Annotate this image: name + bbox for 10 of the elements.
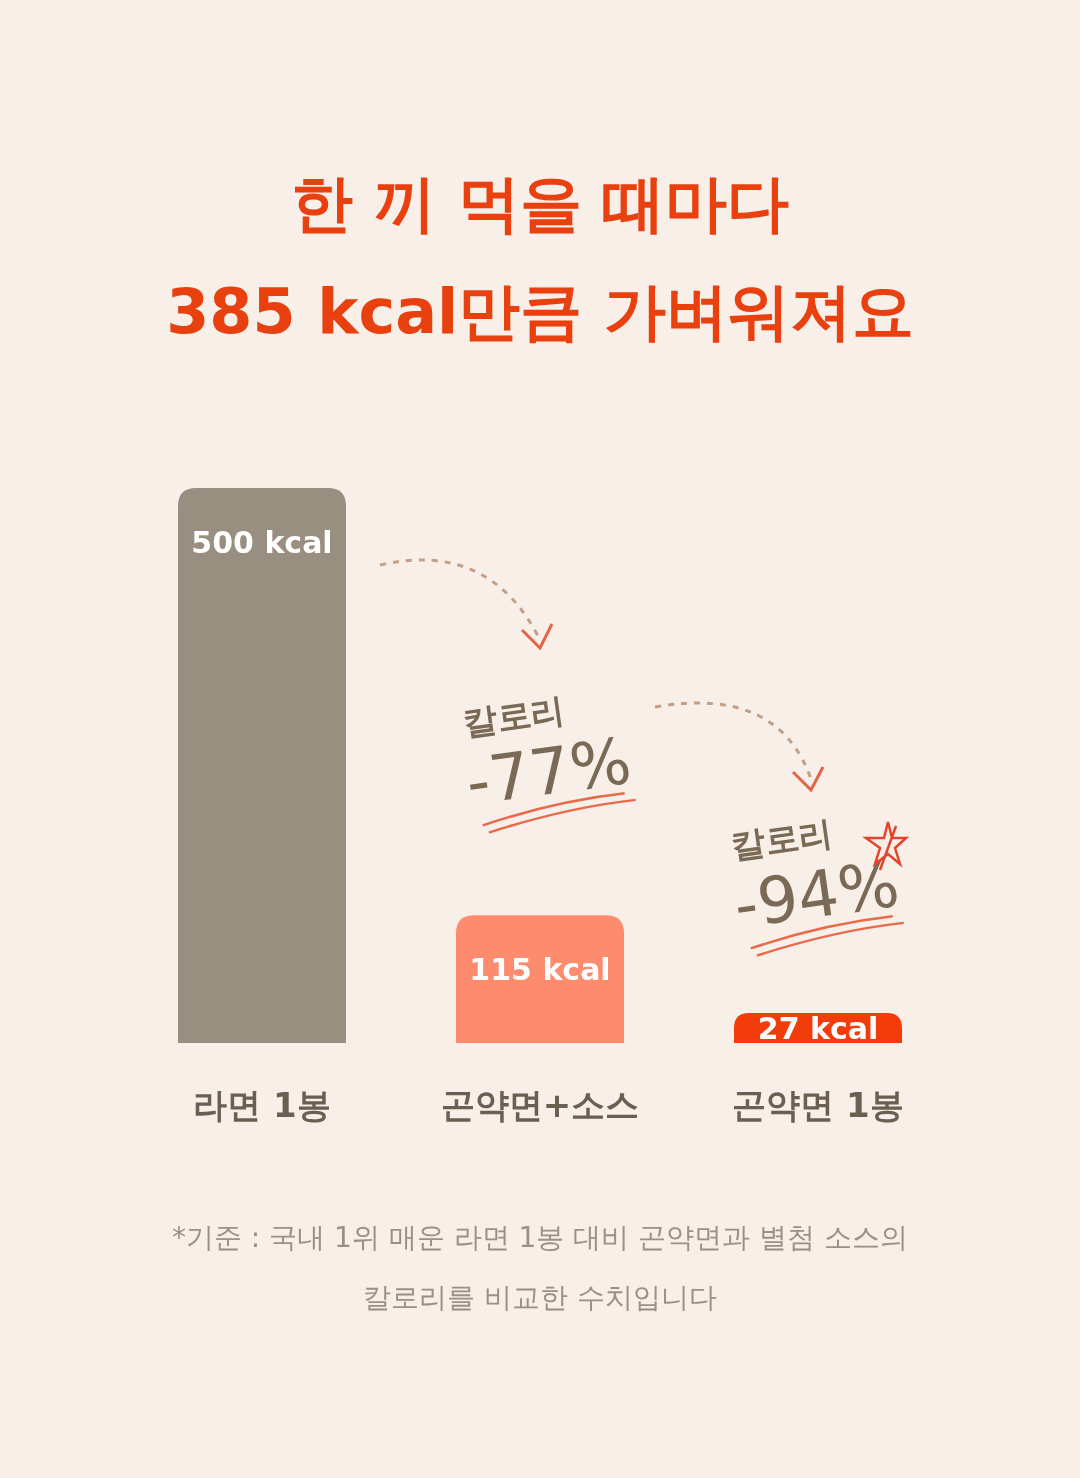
text: *기준 : 국내 1위 매운 라면 1봉 대비 곤약면과 별첨 소스의 칼로리를 비교한 수치입니다 [171, 1221, 909, 1314]
data-label: 115 kcal [469, 952, 611, 988]
x-tick-label: 라면 1봉 [193, 1085, 331, 1125]
data-label: 500 kcal [191, 525, 333, 560]
annotation: 칼로리 -77% [460, 689, 636, 820]
x-tick-label: 곤약면+소스 [440, 1085, 640, 1125]
x-tick-label: 곤약면 1봉 [732, 1085, 904, 1125]
data-label: 27 kcal [757, 1011, 879, 1047]
chart-title: 한 끼 먹을 때마다 385 kcal만큼 가벼워져요 [166, 167, 914, 348]
annotation: 칼로리 -94% [728, 812, 904, 943]
